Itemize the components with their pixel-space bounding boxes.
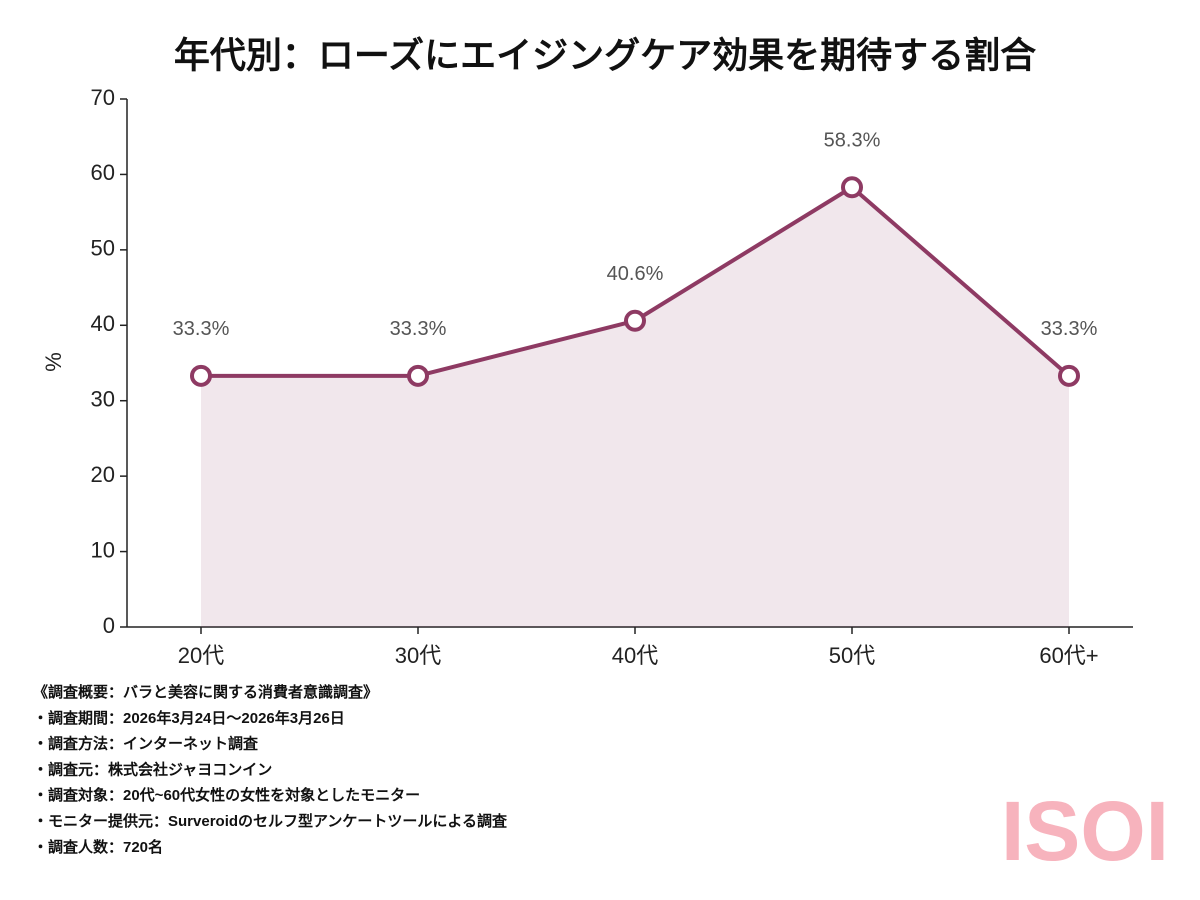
y-tick-label: 40 bbox=[91, 311, 115, 336]
note: ・調査期間：2026年3月24日～2026年3月26日 bbox=[33, 709, 345, 727]
note: ・調査対象：20代~60代女性の女性を対象としたモニター bbox=[33, 786, 420, 804]
marker bbox=[190, 364, 212, 387]
y-tick-label: 20 bbox=[91, 462, 115, 487]
y-tick-label: 70 bbox=[91, 85, 115, 110]
marker bbox=[1058, 364, 1080, 387]
x-tick-label: 40代 bbox=[612, 643, 658, 668]
x-tick-label: 50代 bbox=[829, 643, 875, 668]
data-label: 40.6% bbox=[607, 263, 664, 285]
y-axis-label: % bbox=[41, 352, 66, 372]
note: ・調査方法：インターネット調査 bbox=[33, 735, 259, 753]
area bbox=[201, 187, 1069, 627]
note: ・調査人数：720名 bbox=[33, 838, 163, 856]
note: 《調査概要：バラと美容に関する消費者意識調査》 bbox=[33, 683, 378, 701]
marker bbox=[407, 364, 429, 387]
note: ・調査元：株式会社ジャヨコンイン bbox=[33, 760, 272, 778]
y-tick-label: 10 bbox=[91, 537, 115, 562]
y-tick-label: 60 bbox=[91, 160, 115, 185]
data-label: 58.3% bbox=[824, 130, 881, 152]
y-tick-label: 30 bbox=[91, 387, 115, 412]
x-tick-label: 20代 bbox=[178, 643, 224, 668]
x-tick-label: 30代 bbox=[395, 643, 441, 668]
x-tick-label: 60代+ bbox=[1039, 643, 1098, 668]
marker bbox=[841, 176, 863, 199]
note: ・モニター提供元：Surveroidのセルフ型アンケートツールによる調査 bbox=[33, 812, 508, 830]
y-tick-label: 0 bbox=[103, 613, 115, 638]
watermark: ISOI bbox=[1001, 784, 1169, 878]
data-label: 33.3% bbox=[1041, 318, 1098, 340]
data-label: 33.3% bbox=[390, 318, 447, 340]
data-label: 33.3% bbox=[173, 318, 230, 340]
y-tick-label: 50 bbox=[91, 236, 115, 261]
marker bbox=[624, 309, 646, 332]
chart-title: 年代別：ローズにエイジングケア効果を期待する割合 bbox=[174, 35, 1036, 76]
